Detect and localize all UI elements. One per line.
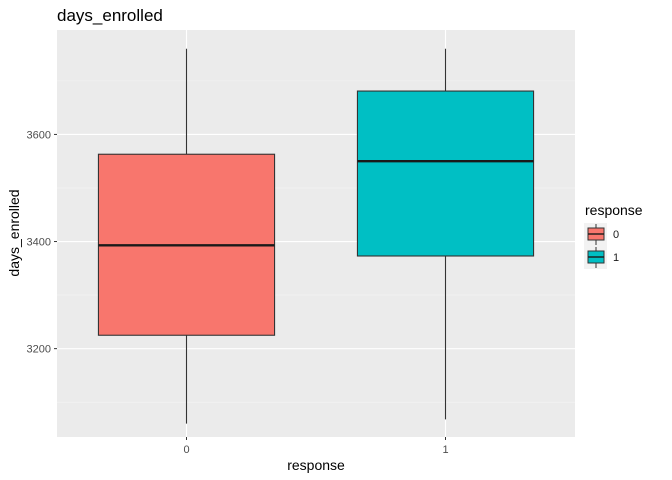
x-tick-label: 0: [183, 444, 189, 456]
chart-title: days_enrolled: [57, 6, 163, 25]
box-1: [356, 48, 535, 420]
box-0: [97, 48, 276, 424]
legend-key-1: 1: [584, 246, 619, 269]
y-axis-title: days_enrolled: [6, 189, 22, 276]
y-tick-label: 3600: [27, 129, 51, 141]
legend-key-0: 0: [584, 223, 619, 246]
x-axis-title: response: [287, 457, 345, 473]
legend: response 0 1: [584, 202, 643, 269]
legend-title: response: [585, 202, 643, 218]
x-tick-label: 1: [442, 444, 448, 456]
box-iqr: [356, 90, 535, 257]
legend-label: 1: [613, 252, 619, 264]
boxes: [97, 48, 535, 424]
y-tick-label: 3400: [27, 237, 51, 249]
y-axis-ticks: 3200 3400 3600: [27, 129, 57, 356]
y-tick-label: 3200: [27, 344, 51, 356]
legend-label: 0: [613, 229, 619, 241]
